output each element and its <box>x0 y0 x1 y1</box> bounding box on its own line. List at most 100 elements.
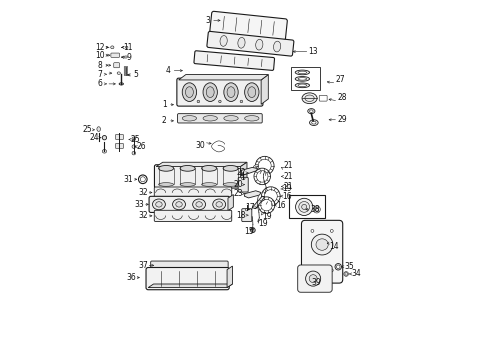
Text: 30: 30 <box>196 141 205 150</box>
Text: 24: 24 <box>90 133 99 142</box>
Ellipse shape <box>203 116 218 121</box>
Text: 16: 16 <box>276 201 286 210</box>
Ellipse shape <box>305 95 314 102</box>
Ellipse shape <box>253 165 258 168</box>
Ellipse shape <box>298 78 307 80</box>
Polygon shape <box>156 162 247 167</box>
Ellipse shape <box>240 100 243 103</box>
Ellipse shape <box>224 116 238 121</box>
FancyBboxPatch shape <box>210 11 287 40</box>
Ellipse shape <box>238 37 245 48</box>
Ellipse shape <box>295 77 310 81</box>
Text: 25: 25 <box>82 125 92 134</box>
Text: 37: 37 <box>138 261 147 270</box>
Text: 14: 14 <box>329 242 339 251</box>
Text: 27: 27 <box>335 75 345 84</box>
Ellipse shape <box>311 234 333 255</box>
Text: 22: 22 <box>237 168 246 177</box>
Ellipse shape <box>256 171 268 182</box>
Ellipse shape <box>258 159 271 172</box>
Text: 11: 11 <box>123 43 133 52</box>
Ellipse shape <box>255 156 274 175</box>
Ellipse shape <box>330 229 333 232</box>
Ellipse shape <box>182 116 196 121</box>
Ellipse shape <box>250 228 255 233</box>
Text: 28: 28 <box>337 93 346 102</box>
FancyBboxPatch shape <box>149 196 230 212</box>
FancyBboxPatch shape <box>242 209 252 222</box>
Polygon shape <box>148 284 232 288</box>
Text: 4: 4 <box>166 66 171 75</box>
Text: 5: 5 <box>133 71 138 80</box>
Text: 6: 6 <box>98 80 102 89</box>
Ellipse shape <box>102 149 107 153</box>
Ellipse shape <box>273 41 281 52</box>
Ellipse shape <box>117 72 121 75</box>
Text: 26: 26 <box>136 142 146 151</box>
FancyBboxPatch shape <box>116 143 123 148</box>
Text: 12: 12 <box>95 43 104 52</box>
FancyBboxPatch shape <box>177 114 262 123</box>
Text: 21: 21 <box>283 182 293 191</box>
Ellipse shape <box>197 100 199 103</box>
Ellipse shape <box>261 199 272 211</box>
Polygon shape <box>227 266 232 288</box>
Text: 39: 39 <box>312 278 321 287</box>
Text: 19: 19 <box>258 219 268 228</box>
Ellipse shape <box>219 100 221 103</box>
Ellipse shape <box>224 83 238 102</box>
Ellipse shape <box>193 199 205 210</box>
Ellipse shape <box>201 183 217 186</box>
FancyBboxPatch shape <box>154 165 243 188</box>
Text: 34: 34 <box>351 269 361 278</box>
Ellipse shape <box>156 202 162 207</box>
Text: 13: 13 <box>308 47 318 56</box>
Ellipse shape <box>206 87 214 98</box>
Text: 33: 33 <box>134 200 144 209</box>
Ellipse shape <box>312 121 316 124</box>
Text: 21: 21 <box>283 172 293 181</box>
Text: 29: 29 <box>337 115 346 124</box>
Ellipse shape <box>203 83 218 102</box>
Ellipse shape <box>302 204 307 210</box>
Ellipse shape <box>310 120 318 126</box>
Ellipse shape <box>311 229 314 232</box>
Ellipse shape <box>201 166 217 171</box>
FancyBboxPatch shape <box>289 195 324 219</box>
Ellipse shape <box>330 269 333 272</box>
Text: 20: 20 <box>233 180 243 189</box>
FancyBboxPatch shape <box>298 265 332 292</box>
Ellipse shape <box>245 209 248 211</box>
Ellipse shape <box>313 206 320 213</box>
Text: 25: 25 <box>131 135 141 144</box>
Text: 7: 7 <box>98 70 102 79</box>
Ellipse shape <box>220 36 227 46</box>
Ellipse shape <box>335 264 342 270</box>
Ellipse shape <box>182 83 196 102</box>
FancyBboxPatch shape <box>301 220 343 283</box>
Polygon shape <box>228 194 233 211</box>
Ellipse shape <box>223 183 238 186</box>
Ellipse shape <box>124 56 127 58</box>
Ellipse shape <box>298 84 307 87</box>
Text: 36: 36 <box>126 273 136 282</box>
Polygon shape <box>241 162 247 186</box>
Text: 32: 32 <box>138 211 147 220</box>
Text: 10: 10 <box>95 51 104 60</box>
Polygon shape <box>179 75 269 80</box>
Ellipse shape <box>308 109 315 114</box>
Ellipse shape <box>254 168 270 185</box>
Ellipse shape <box>186 87 194 98</box>
Ellipse shape <box>344 272 348 276</box>
Text: 2: 2 <box>162 116 167 125</box>
Ellipse shape <box>132 145 136 148</box>
FancyBboxPatch shape <box>151 261 228 270</box>
Ellipse shape <box>152 199 166 210</box>
Polygon shape <box>242 167 258 176</box>
Ellipse shape <box>97 127 100 131</box>
Text: 17: 17 <box>245 203 255 212</box>
Ellipse shape <box>223 166 238 171</box>
Text: 8: 8 <box>98 61 102 70</box>
Text: 18: 18 <box>237 211 246 220</box>
FancyBboxPatch shape <box>177 78 263 106</box>
